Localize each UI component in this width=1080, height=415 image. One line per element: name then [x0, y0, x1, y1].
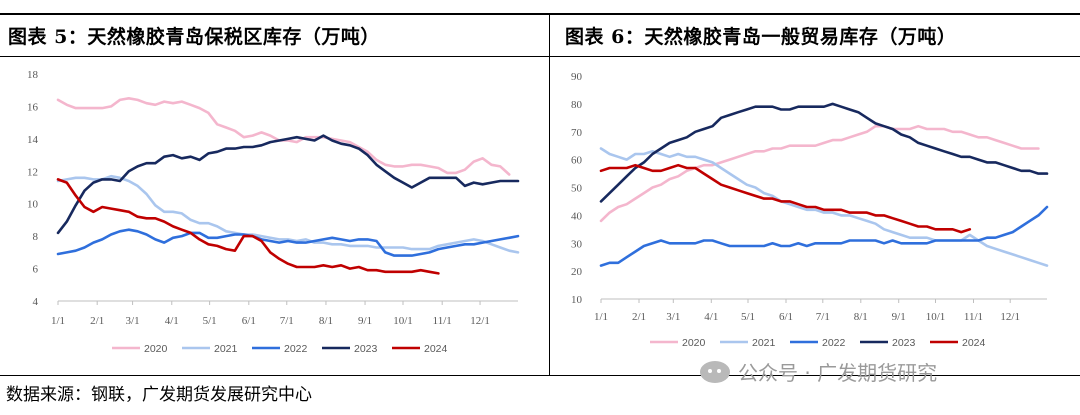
bottom-rule	[0, 375, 1080, 376]
y-tick-label: 16	[27, 101, 39, 113]
series-line-2020	[56, 96, 511, 176]
series-line-2023	[599, 102, 1049, 203]
x-tick-label: 2/1	[90, 315, 104, 327]
source-note: 数据来源：钢联，广发期货发展研究中心	[6, 385, 312, 405]
y-tick-label: 20	[571, 266, 583, 278]
series-line-2021	[56, 174, 520, 254]
legend-label-2021: 2021	[752, 337, 776, 349]
y-tick-label: 90	[571, 71, 583, 83]
legend-label-2022: 2022	[284, 343, 308, 355]
panel-divider	[549, 13, 550, 375]
x-tick-label: 9/1	[892, 311, 906, 323]
x-tick-label: 11/1	[433, 315, 452, 327]
legend-label-2023: 2023	[354, 343, 378, 355]
legend-label-2020: 2020	[144, 343, 168, 355]
series-line-2022	[56, 228, 520, 257]
x-tick-label: 6/1	[242, 315, 256, 327]
x-tick-label: 7/1	[280, 315, 294, 327]
legend-label-2020: 2020	[682, 337, 706, 349]
legend-label-2024: 2024	[424, 343, 448, 355]
x-tick-label: 10/1	[393, 315, 413, 327]
x-tick-label: 4/1	[704, 311, 718, 323]
y-tick-label: 8	[33, 231, 39, 243]
chart-qingdao-general-trade-inventory: 10 20 30 40 50 60 70 80 90 1/1 2/1 3/1 4/1 5/1 6/1 7/1 8…	[571, 71, 1049, 349]
x-tick-label: 5/1	[203, 315, 217, 327]
x-tick-label: 6/1	[779, 311, 793, 323]
legend-label-2021: 2021	[214, 343, 238, 355]
x-tick-label: 11/1	[964, 311, 983, 323]
y-tick-label: 18	[27, 69, 39, 81]
title-underline	[0, 56, 1080, 57]
y-tick-label: 60	[571, 155, 583, 167]
legend-label-2022: 2022	[822, 337, 846, 349]
y-tick-label: 50	[571, 183, 583, 195]
y-tick-label: 14	[27, 134, 39, 146]
series-line-2024	[56, 178, 440, 275]
y-tick-label: 80	[571, 99, 583, 111]
x-tick-label: 3/1	[666, 311, 680, 323]
x-tick-label: 10/1	[926, 311, 946, 323]
x-tick-label: 8/1	[854, 311, 868, 323]
chart-qingdao-bonded-inventory: 4 6 8 10 12 14 16 18 1/1 2/1 3/1 4/1 5/1 6/1 7/1 8/1 9/1…	[27, 69, 520, 355]
x-tick-label: 7/1	[816, 311, 830, 323]
top-rule	[0, 13, 1080, 15]
x-tick-label: 4/1	[165, 315, 179, 327]
x-tick-label: 8/1	[319, 315, 333, 327]
x-tick-label: 1/1	[51, 315, 65, 327]
y-tick-label: 40	[571, 210, 583, 222]
wechat-icon	[700, 360, 730, 383]
series-line-2023	[56, 134, 520, 235]
y-tick-label: 6	[33, 264, 39, 276]
series-line-2021	[599, 147, 1049, 267]
panel-title-left: 图表 5：天然橡胶青岛保税区库存（万吨）	[8, 26, 380, 48]
legend-label-2023: 2023	[892, 337, 916, 349]
legend-label-2024: 2024	[962, 337, 986, 349]
y-tick-label: 4	[33, 296, 39, 308]
y-tick-label: 10	[27, 199, 39, 211]
x-tick-label: 5/1	[741, 311, 755, 323]
x-tick-label: 3/1	[126, 315, 140, 327]
watermark: 公众号 · 广发期货研究	[700, 357, 937, 386]
x-tick-label: 9/1	[358, 315, 372, 327]
y-tick-label: 70	[571, 127, 583, 139]
x-tick-label: 12/1	[1000, 311, 1020, 323]
x-tick-label: 2/1	[632, 311, 646, 323]
x-tick-label: 12/1	[470, 315, 490, 327]
panel-title-right: 图表 6：天然橡胶青岛一般贸易库存（万吨）	[565, 26, 957, 48]
y-tick-label: 12	[27, 166, 38, 178]
y-tick-label: 30	[571, 238, 583, 250]
series-line-2024	[599, 163, 972, 234]
watermark-text: 公众号 · 广发期货研究	[738, 361, 938, 385]
x-tick-label: 1/1	[594, 311, 608, 323]
y-tick-label: 10	[571, 294, 583, 306]
series-line-2022	[599, 205, 1049, 267]
series-line-2020	[599, 124, 1040, 223]
